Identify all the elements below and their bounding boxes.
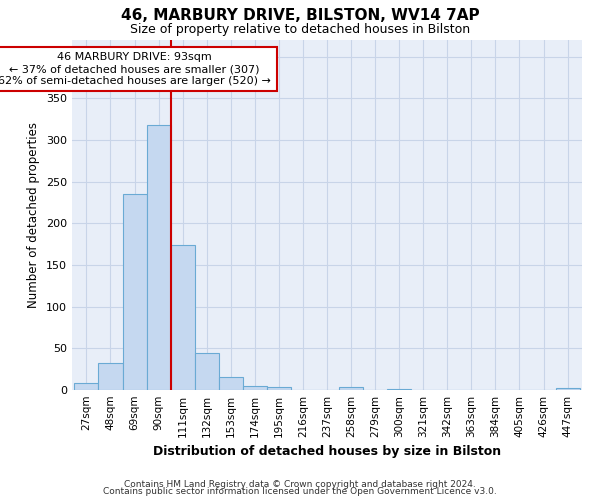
Bar [146,125,170,390]
Bar [98,364,122,390]
Bar [194,352,219,390]
Bar [122,194,146,390]
Bar [339,386,363,390]
Bar [556,388,580,390]
Bar [170,245,194,390]
Bar [74,384,98,390]
Text: 46 MARBURY DRIVE: 93sqm
← 37% of detached houses are smaller (307)
62% of semi-d: 46 MARBURY DRIVE: 93sqm ← 37% of detache… [0,52,271,86]
Bar [267,386,291,390]
Bar [387,389,411,390]
Text: Contains public sector information licensed under the Open Government Licence v3: Contains public sector information licen… [103,488,497,496]
X-axis label: Distribution of detached houses by size in Bilston: Distribution of detached houses by size … [153,446,501,458]
Text: Contains HM Land Registry data © Crown copyright and database right 2024.: Contains HM Land Registry data © Crown c… [124,480,476,489]
Bar [243,386,267,390]
Bar [219,376,243,390]
Text: Size of property relative to detached houses in Bilston: Size of property relative to detached ho… [130,22,470,36]
Text: 46, MARBURY DRIVE, BILSTON, WV14 7AP: 46, MARBURY DRIVE, BILSTON, WV14 7AP [121,8,479,22]
Y-axis label: Number of detached properties: Number of detached properties [28,122,40,308]
